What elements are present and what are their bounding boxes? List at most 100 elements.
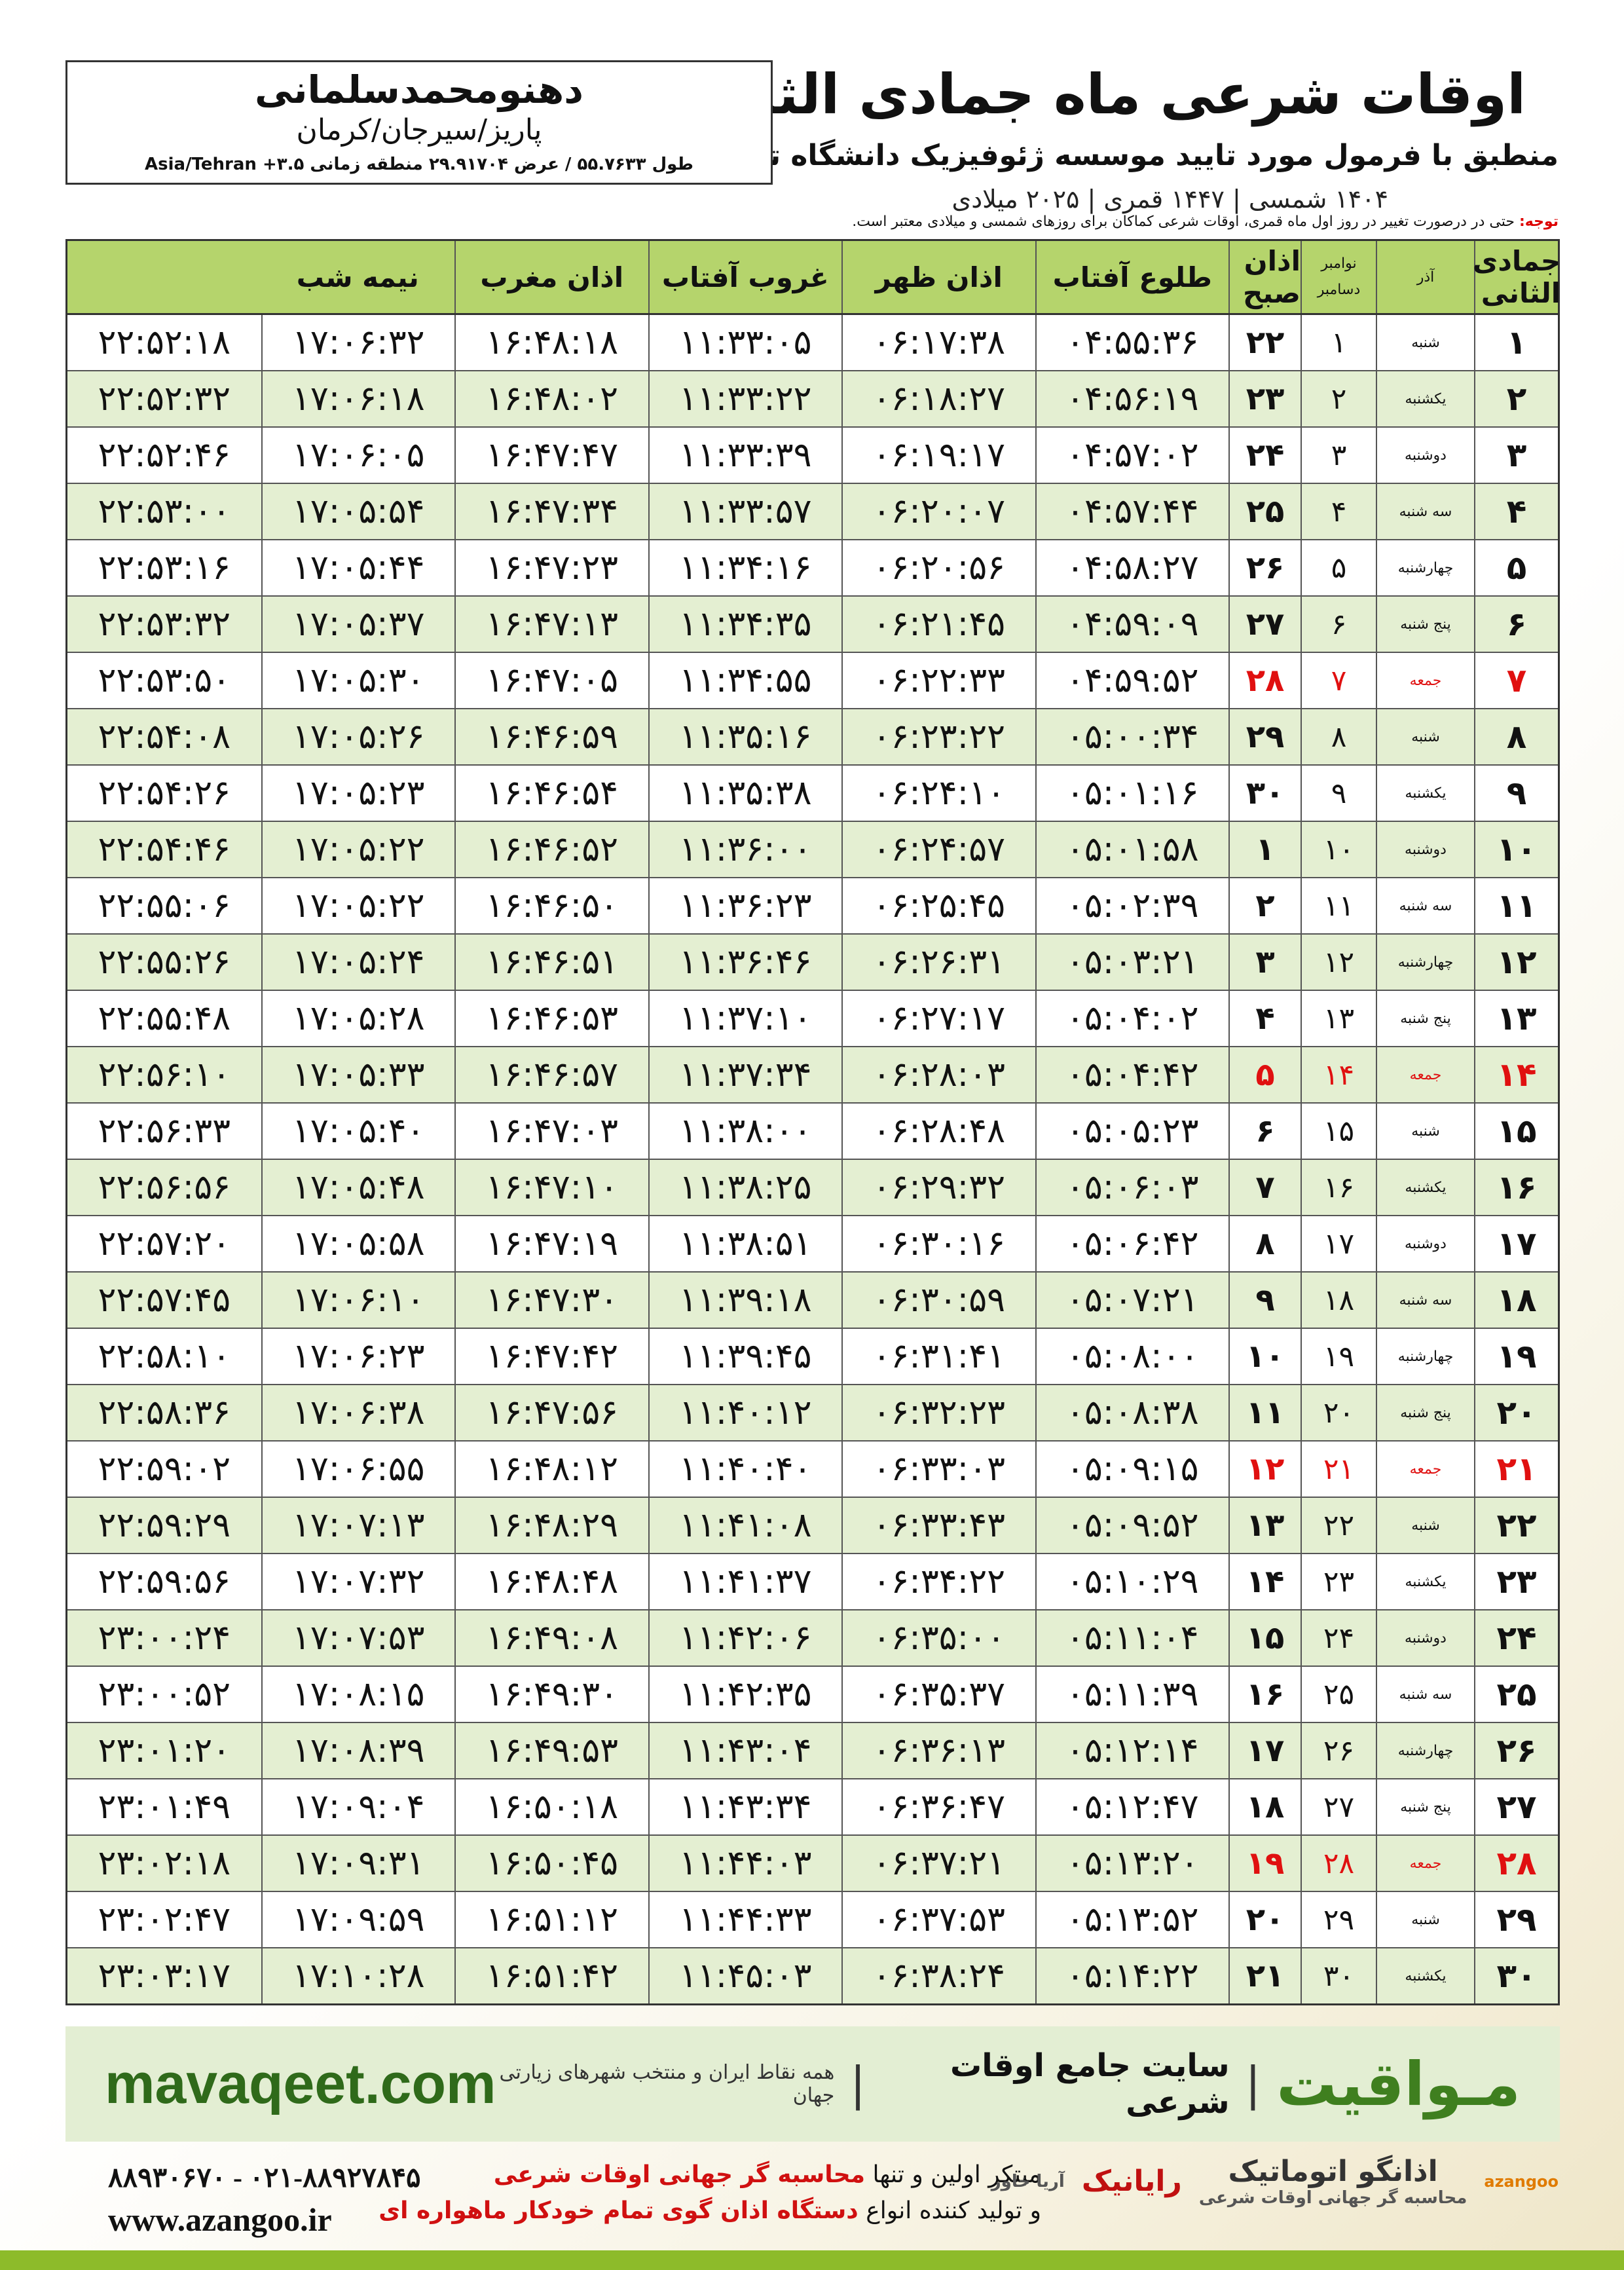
table-cell: ۱۶:۴۷:۳۰ <box>454 1273 648 1328</box>
table-cell: ۱۶ <box>1301 1160 1376 1215</box>
table-cell: ۱۷:۰۵:۳۳ <box>261 1047 455 1102</box>
table-cell: یکشنبه <box>1376 766 1474 821</box>
table-cell: ۲۰ <box>1474 1385 1558 1440</box>
table-cell: پنج شنبه <box>1376 991 1474 1046</box>
table-cell: ۲۳:۰۱:۴۹ <box>98 1787 231 1827</box>
table-cell: ۱۹ <box>1474 1329 1558 1384</box>
table-cell: ۱۷:۰۹:۵۹ <box>261 1892 455 1947</box>
table-cell: ۱۶:۴۷:۴۷ <box>454 428 648 483</box>
table-cell: ۲۳:۰۰:۲۴ <box>98 1618 231 1658</box>
header-cell: اذان مغرب <box>454 241 648 313</box>
table-cell: ۱۶:۴۶:۵۱ <box>454 935 648 990</box>
table-cell: ۰۴:۵۶:۱۹ <box>1035 371 1229 426</box>
table-cell: ۰۵:۱۱:۳۹ <box>1035 1667 1229 1722</box>
table-cell: ۱۶:۴۸:۱۸ <box>454 315 648 370</box>
promo-text: و تولید کننده انواع <box>858 2197 1041 2224</box>
table-cell: چهارشنبه <box>1376 540 1474 595</box>
table-cell: ۰۶:۲۴:۵۷ <box>841 822 1035 877</box>
table-cell: جمعه <box>1376 1442 1474 1497</box>
table-cell: سه شنبه <box>1376 878 1474 933</box>
banner-tagline: سایت جامع اوقات شرعی <box>950 2047 1230 2121</box>
table-cell: ۱۶:۴۸:۰۲ <box>454 371 648 426</box>
table-cell: ۲۲:۵۳:۵۰ <box>98 661 231 700</box>
table-cell: ۲۲:۵۳:۳۲ <box>98 605 231 644</box>
table-row: ۱۲ چهارشنبه ۱۲ ۳ ۰۵:۰۳:۲۱ ۰۶:۲۶:۳۱ ۱۱:۳۶:۴۶ ۱۶:… <box>67 935 1558 991</box>
table-cell: ۲۲:۵۲:۱۸ <box>98 323 231 362</box>
table-cell: ۱۶:۴۶:۵۲ <box>454 822 648 877</box>
table-cell: ۲۲:۵۶:۳۳ <box>98 1111 231 1151</box>
table-cell: ۱۱:۴۰:۱۲ <box>648 1385 842 1440</box>
table-row: ۱ شنبه ۱ ۲۲ ۰۴:۵۵:۳۶ ۰۶:۱۷:۳۸ ۱۱:۳۳:۰۵ ۱۶:۴۸:۱۸… <box>67 315 1558 371</box>
table-cell: ۱۱:۳۹:۱۸ <box>648 1273 842 1328</box>
table-cell: ۲۲:۵۷:۴۵ <box>98 1280 231 1320</box>
table-cell: ۰۵:۰۱:۵۸ <box>1035 822 1229 877</box>
table-cell: ۱۶:۴۷:۴۲ <box>454 1329 648 1384</box>
table-cell: ۷ <box>1301 653 1376 708</box>
table-row: ۱۵ شنبه ۱۵ ۶ ۰۵:۰۵:۲۳ ۰۶:۲۸:۴۸ ۱۱:۳۸:۰۰ ۱۶:۴۷:۰… <box>67 1104 1558 1160</box>
table-cell: ۰۵:۰۸:۳۸ <box>1035 1385 1229 1440</box>
table-cell: ۱۱:۴۳:۰۴ <box>648 1723 842 1778</box>
table-cell: ۷ <box>1228 1160 1301 1215</box>
table-cell: ۲۲:۵۶:۱۰ <box>98 1055 231 1094</box>
table-cell: ۱۷:۰۵:۲۸ <box>261 991 455 1046</box>
table-cell: ۱۱:۳۶:۲۳ <box>648 878 842 933</box>
table-cell: ۰۴:۵۷:۰۲ <box>1035 428 1229 483</box>
table-cell: ۱۶:۴۸:۴۸ <box>454 1554 648 1609</box>
table-cell: ۰۵:۱۴:۲۲ <box>1035 1948 1229 2003</box>
table-cell: ۰۵:۰۴:۰۲ <box>1035 991 1229 1046</box>
table-cell: ۰۶:۲۸:۴۸ <box>841 1104 1035 1159</box>
table-cell: چهارشنبه <box>1376 935 1474 990</box>
header-cell: جمادی الثانی <box>1473 241 1560 313</box>
table-cell: ۲۲:۵۸:۱۰ <box>98 1337 231 1376</box>
table-cell: جمعه <box>1376 1047 1474 1102</box>
table-cell: ۲ <box>1228 878 1301 933</box>
table-cell: دوشنبه <box>1376 1216 1474 1271</box>
table-cell: ۲۳:۰۱:۲۰ <box>98 1731 231 1770</box>
table-cell: ۱۷:۰۵:۴۰ <box>261 1104 455 1159</box>
table-cell: ۱۷:۰۵:۲۳ <box>261 766 455 821</box>
table-cell: سه شنبه <box>1376 1273 1474 1328</box>
table-cell: ۱۴ <box>1301 1047 1376 1102</box>
table-cell: ۲۹ <box>1301 1892 1376 1947</box>
table-cell: ۲۳:۰۳:۱۷ <box>98 1956 231 1996</box>
table-cell: ۶ <box>1301 597 1376 652</box>
table-cell: ۱۶:۴۷:۱۰ <box>454 1160 648 1215</box>
table-cell: ۱۱:۳۴:۳۵ <box>648 597 842 652</box>
header-cell: غروب آفتاب <box>648 241 842 313</box>
table-cell: ۲۲:۵۳:۰۰ <box>98 492 231 531</box>
table-cell: یکشنبه <box>1376 1554 1474 1609</box>
table-cell: ۲۲:۵۵:۴۸ <box>98 999 231 1038</box>
table-cell: ۰۶:۲۱:۴۵ <box>841 597 1035 652</box>
note-label: توجه: <box>1519 214 1559 230</box>
table-cell: ۱ <box>1228 822 1301 877</box>
table-row: ۱۳ پنج شنبه ۱۳ ۴ ۰۵:۰۴:۰۲ ۰۶:۲۷:۱۷ ۱۱:۳۷:۱۰ ۱۶:… <box>67 991 1558 1047</box>
table-cell: ۰۶:۳۳:۴۳ <box>841 1498 1035 1553</box>
table-cell: ۰۵:۱۲:۴۷ <box>1035 1779 1229 1834</box>
table-cell: ۱۲ <box>1301 935 1376 990</box>
table-cell: ۱۵ <box>1301 1104 1376 1159</box>
table-cell: ۲۰ <box>1228 1892 1301 1947</box>
table-cell: ۱۱:۳۸:۵۱ <box>648 1216 842 1271</box>
table-cell: ۶ <box>1474 597 1558 652</box>
header-subtext: نوامبر <box>1321 255 1357 272</box>
table-cell: ۰۶:۲۴:۱۰ <box>841 766 1035 821</box>
table-cell: ۱۷:۰۶:۳۲ <box>261 315 455 370</box>
table-cell: ۰۵:۱۳:۲۰ <box>1035 1836 1229 1891</box>
header-cell: نیمه شب <box>296 261 419 293</box>
table-cell: ۱۰ <box>1301 822 1376 877</box>
banner-description: همه نقاط ایران و منتخب شهرهای زیارتی جها… <box>499 2061 835 2107</box>
bottom-stripe <box>0 2250 1624 2270</box>
table-cell: ۱۶:۴۸:۱۲ <box>454 1442 648 1497</box>
table-cell: ۲۲:۵۳:۱۶ <box>98 548 231 587</box>
table-cell: ۰۵:۱۲:۱۴ <box>1035 1723 1229 1778</box>
table-cell: ۲۷ <box>1474 1779 1558 1834</box>
table-cell: دوشنبه <box>1376 428 1474 483</box>
table-cell: ۱۳ <box>1301 991 1376 1046</box>
table-cell: ۱۱ <box>1474 878 1558 933</box>
table-cell: ۰۶:۳۵:۳۷ <box>841 1667 1035 1722</box>
table-cell: ۲۹ <box>1228 709 1301 764</box>
table-cell: ۱۶:۵۱:۴۲ <box>454 1948 648 2003</box>
table-cell: ۱۷:۰۵:۵۴ <box>261 484 455 539</box>
table-cell: ۲۲:۵۹:۲۹ <box>98 1506 231 1545</box>
table-cell: ۲۶ <box>1474 1723 1558 1778</box>
